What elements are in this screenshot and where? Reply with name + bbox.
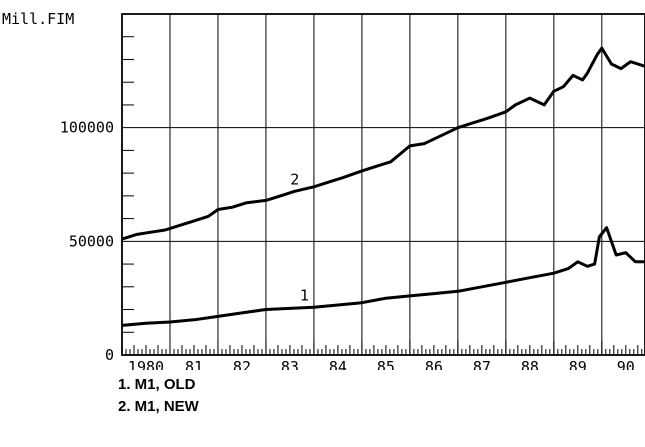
plot-frame (121, 13, 645, 356)
x-tick-label: 86 (425, 358, 443, 370)
y-tick-label: 50000 (69, 232, 114, 250)
x-tick-label: 82 (233, 358, 251, 370)
x-tick-label: 87 (473, 358, 491, 370)
series-annotation: 2 (290, 171, 299, 189)
y-tick-label: 100000 (60, 119, 114, 137)
series-lines (121, 46, 645, 327)
x-tick-label: 85 (377, 358, 395, 370)
x-tick-label: 83 (281, 358, 299, 370)
x-tick-label: 88 (521, 358, 539, 370)
grid (122, 14, 645, 355)
series-line-2 (121, 46, 645, 241)
y-axis-label: Mill.FIM (2, 10, 74, 28)
series-annotations: 12 (290, 171, 309, 305)
legend-item-1: 1. M1, OLD (118, 376, 196, 393)
x-tick-label: 81 (185, 358, 203, 370)
x-tick-label: 89 (569, 358, 587, 370)
y-tick-label: 0 (105, 346, 114, 364)
legend: 1. M1, OLD 2. M1, NEW (118, 374, 199, 418)
x-tick-label: 1980 (128, 358, 164, 370)
y-tick-labels: 0 50000 100000 (60, 119, 114, 364)
x-tick-label: 84 (329, 358, 347, 370)
x-tick-labels: 1980 81 82 83 84 85 86 87 88 89 90 (128, 358, 635, 370)
series-line-1 (121, 226, 645, 327)
x-tick-label: 90 (617, 358, 635, 370)
legend-item-2: 2. M1, NEW (118, 398, 199, 415)
series-annotation: 1 (300, 286, 309, 304)
